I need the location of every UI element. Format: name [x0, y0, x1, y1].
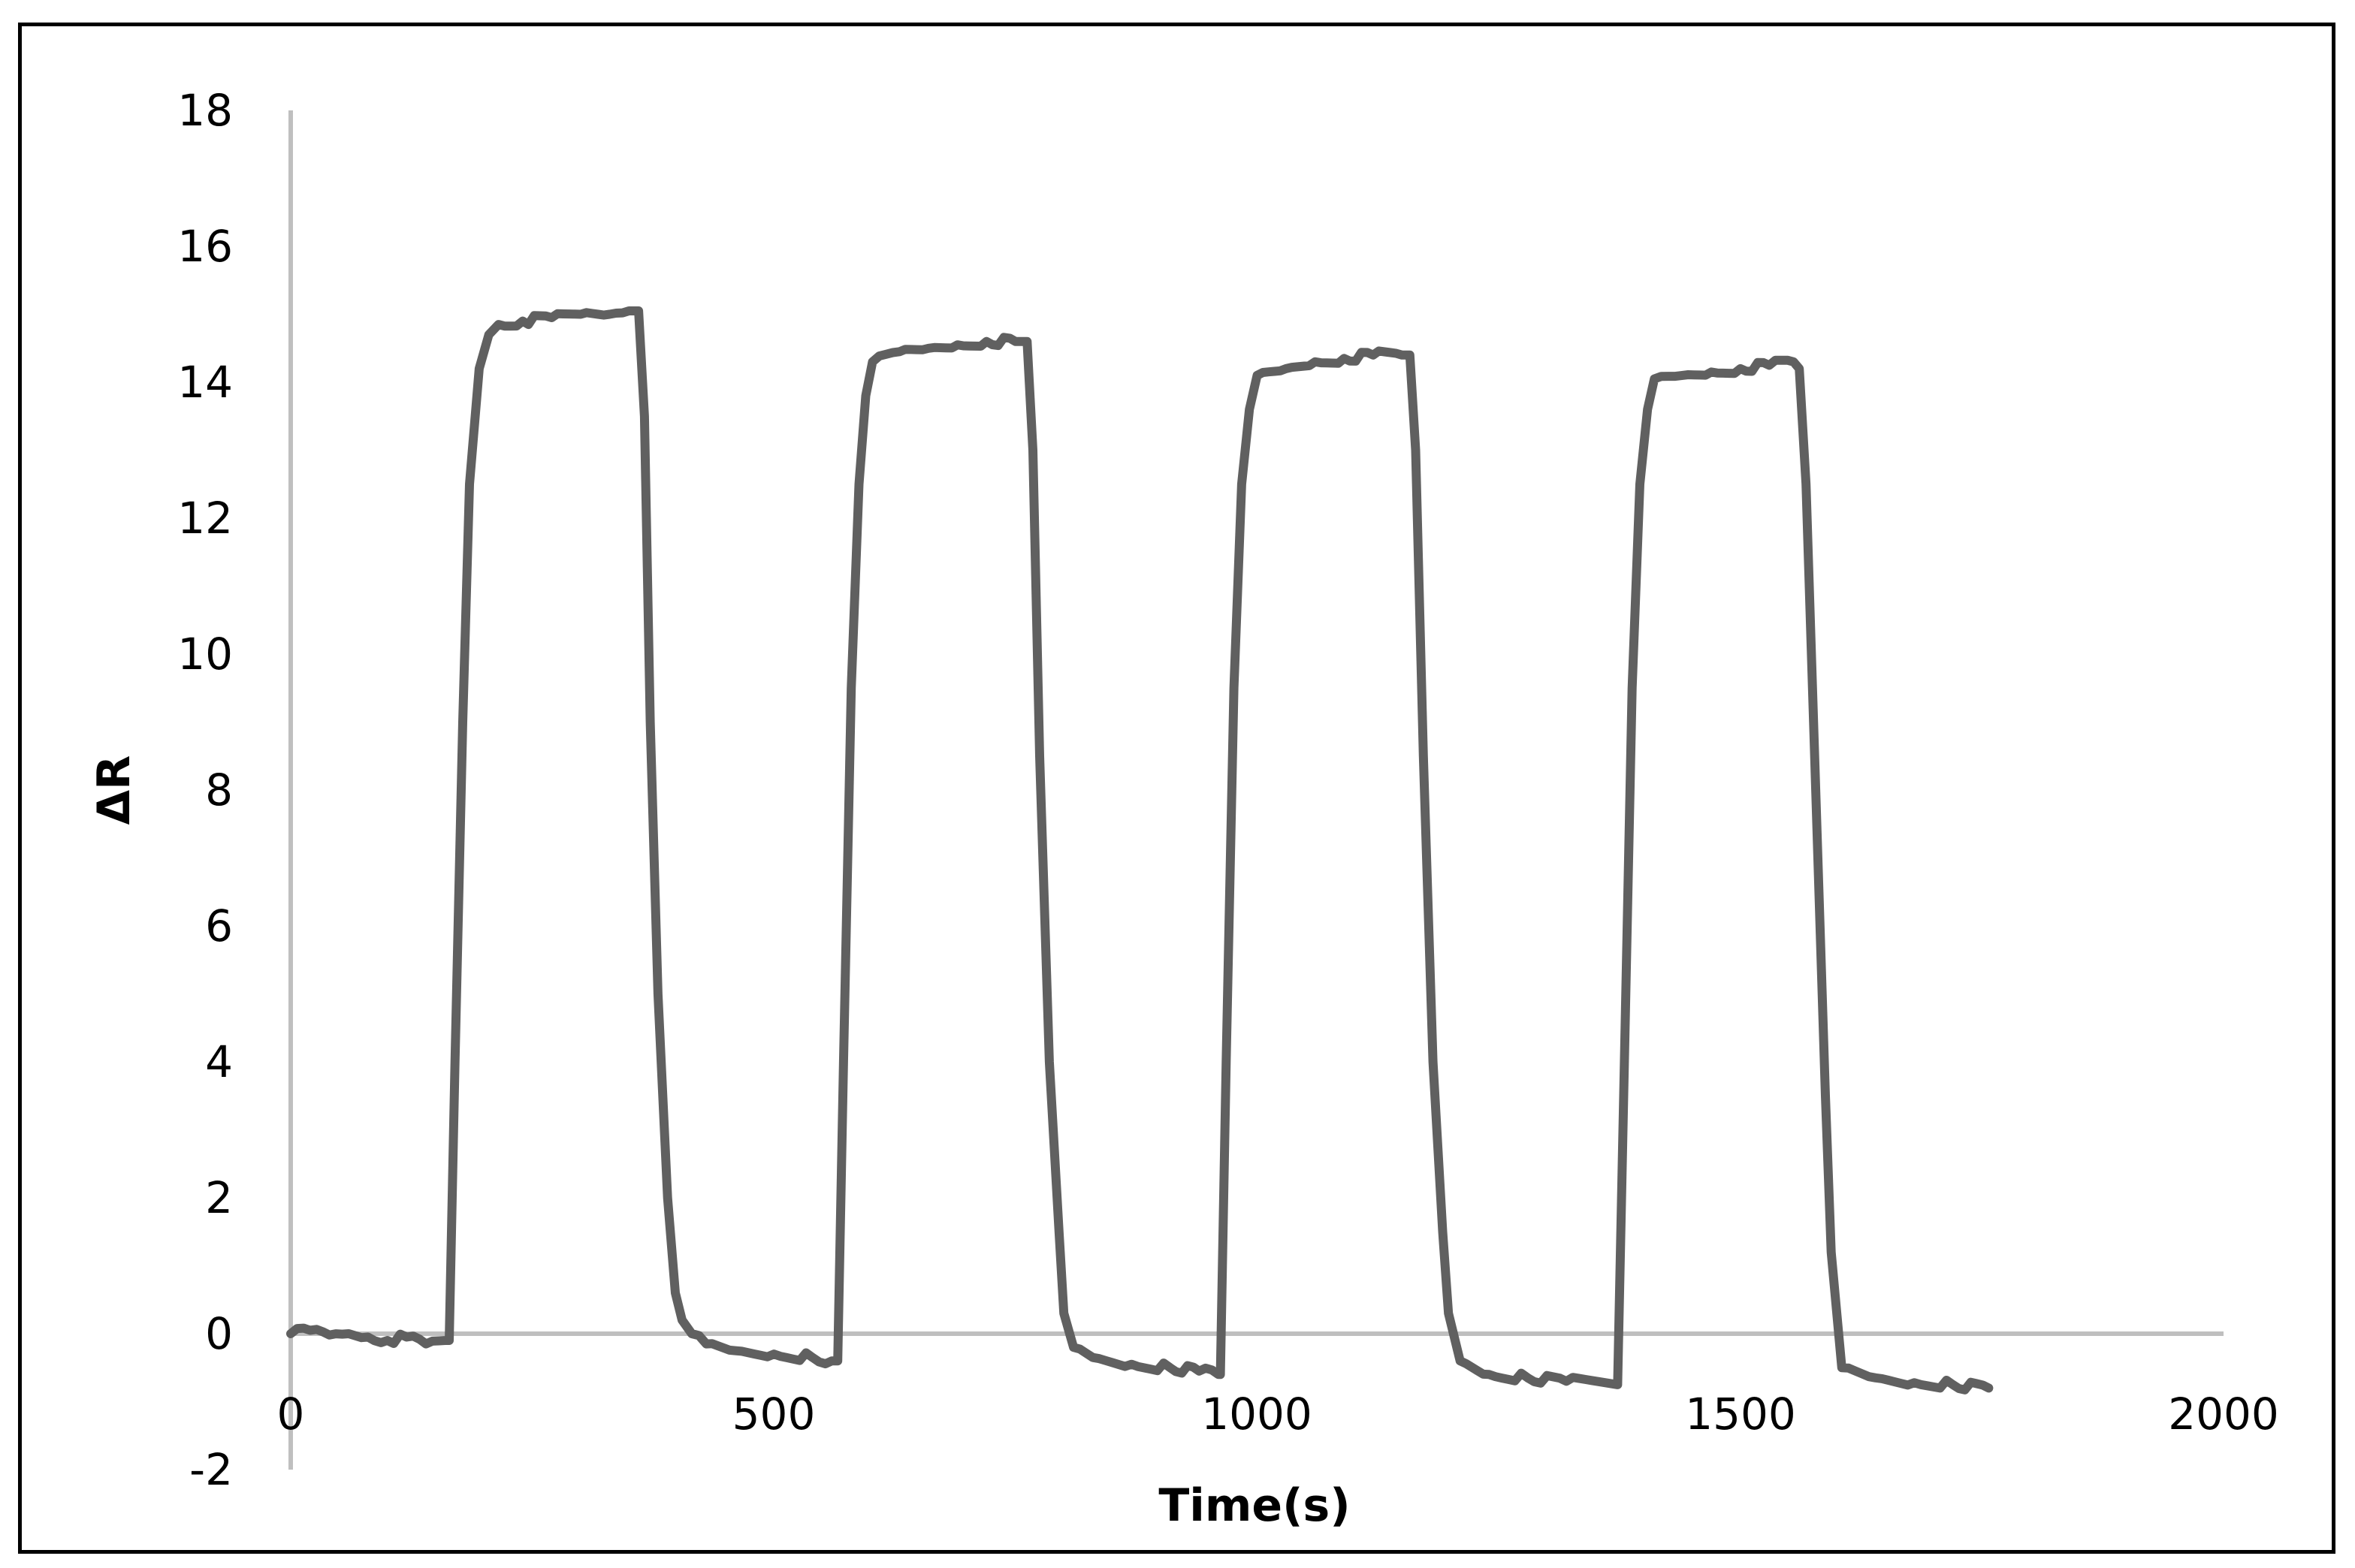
y-axis-tick-labels: -2 0 2 4 6 8 10 12 14 16 18 [177, 85, 233, 1495]
y-tick-label: 10 [177, 629, 233, 680]
x-tick-label: 2000 [2168, 1389, 2279, 1440]
y-tick-label: 8 [205, 764, 233, 816]
x-axis-tick-labels: 0 500 1000 1500 2000 [277, 1389, 2279, 1440]
y-axis-title: ΔR [88, 755, 140, 825]
y-tick-label: 4 [205, 1036, 233, 1087]
data-series-line [286, 306, 1994, 1395]
y-tick-label: 16 [177, 221, 233, 272]
x-tick-label: 500 [732, 1389, 816, 1440]
y-tick-label: 12 [177, 493, 233, 544]
y-tick-label: 0 [205, 1308, 233, 1359]
y-tick-label: 14 [177, 357, 233, 408]
x-tick-label: 1500 [1685, 1389, 1796, 1440]
x-axis-title: Time(s) [1158, 1479, 1350, 1532]
y-tick-label: 2 [205, 1172, 233, 1223]
y-tick-label: 18 [177, 85, 233, 136]
y-tick-label: -2 [189, 1444, 233, 1495]
y-tick-label: 6 [205, 900, 233, 951]
x-tick-label: 0 [277, 1389, 305, 1440]
x-tick-label: 1000 [1201, 1389, 1312, 1440]
chart-border [18, 23, 2335, 1554]
